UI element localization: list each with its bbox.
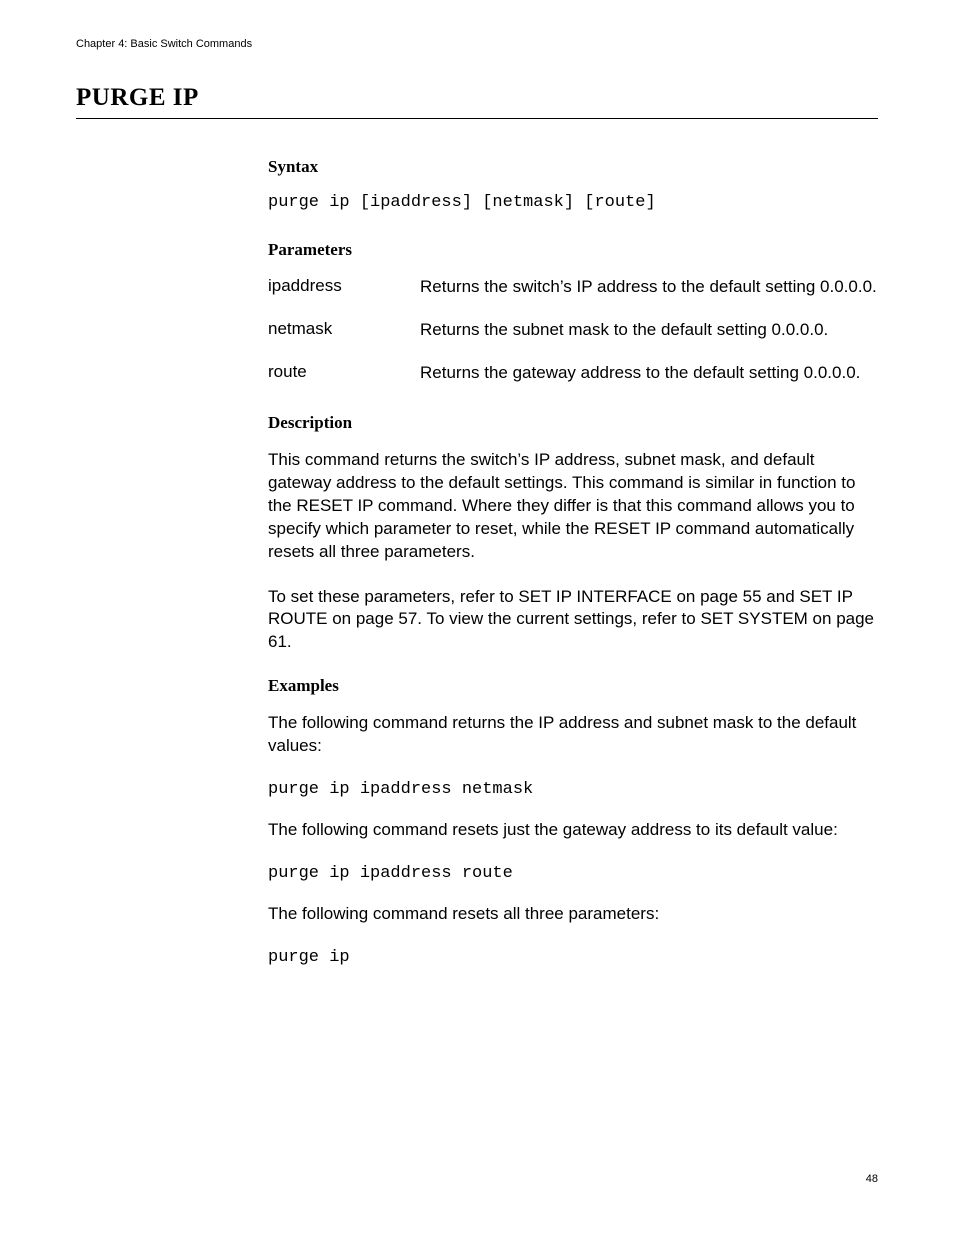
param-desc: Returns the gateway address to the defau… xyxy=(420,362,860,385)
examples-p2: The following command resets just the ga… xyxy=(268,819,878,842)
syntax-heading: Syntax xyxy=(268,157,878,177)
examples-c3: purge ip xyxy=(268,948,878,967)
parameters-table: ipaddress Returns the switch’s IP addres… xyxy=(268,276,878,385)
examples-c2: purge ip ipaddress route xyxy=(268,864,878,883)
examples-c1: purge ip ipaddress netmask xyxy=(268,780,878,799)
description-p1: This command returns the switch’s IP add… xyxy=(268,449,878,564)
command-title: PURGE IP xyxy=(76,84,878,119)
param-row: ipaddress Returns the switch’s IP addres… xyxy=(268,276,878,299)
param-term: ipaddress xyxy=(268,276,420,299)
param-row: netmask Returns the subnet mask to the d… xyxy=(268,319,878,342)
running-header: Chapter 4: Basic Switch Commands xyxy=(76,38,878,50)
content-column: Syntax purge ip [ipaddress] [netmask] [r… xyxy=(268,157,878,967)
param-desc: Returns the subnet mask to the default s… xyxy=(420,319,828,342)
param-desc: Returns the switch’s IP address to the d… xyxy=(420,276,877,299)
examples-p1: The following command returns the IP add… xyxy=(268,712,878,758)
page: Chapter 4: Basic Switch Commands PURGE I… xyxy=(0,0,954,967)
param-term: netmask xyxy=(268,319,420,342)
description-p2: To set these parameters, refer to SET IP… xyxy=(268,586,878,655)
examples-heading: Examples xyxy=(268,676,878,696)
param-term: route xyxy=(268,362,420,385)
param-row: route Returns the gateway address to the… xyxy=(268,362,878,385)
examples-p3: The following command resets all three p… xyxy=(268,903,878,926)
description-heading: Description xyxy=(268,413,878,433)
parameters-heading: Parameters xyxy=(268,240,878,260)
syntax-code: purge ip [ipaddress] [netmask] [route] xyxy=(268,193,878,212)
page-number: 48 xyxy=(866,1173,878,1185)
